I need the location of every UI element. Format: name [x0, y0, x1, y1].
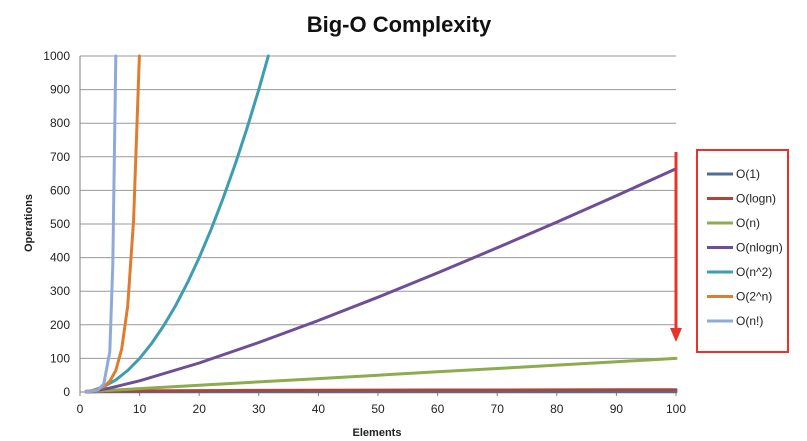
chart-title: Big-O Complexity	[307, 12, 492, 37]
x-tick-label: 20	[193, 402, 207, 416]
x-tick-label: 70	[491, 402, 505, 416]
x-axis-title: Elements	[353, 427, 402, 439]
series-line-o-n	[84, 356, 678, 394]
red-arrow-head	[670, 328, 682, 342]
grid-lines	[80, 55, 676, 359]
x-tick-label: 10	[133, 402, 147, 416]
legend-box	[696, 149, 789, 353]
legend-label: O(1)	[736, 167, 760, 181]
x-tick-label: 80	[550, 402, 564, 416]
y-axis-title: Operations	[23, 194, 35, 252]
legend-label: O(n!)	[736, 314, 763, 328]
y-tick-label: 400	[50, 251, 70, 265]
y-tick-label: 200	[50, 318, 70, 332]
series-line-o-nlogn	[84, 167, 678, 394]
x-tick-label: 100	[666, 402, 686, 416]
y-tick-label: 800	[50, 116, 70, 130]
legend-label: O(2^n)	[736, 290, 772, 304]
y-tick-label: 600	[50, 183, 70, 197]
legend-label: O(n^2)	[736, 265, 772, 279]
y-tick-label: 0	[63, 385, 70, 399]
x-tick-label: 0	[77, 402, 84, 416]
x-tick-label: 90	[610, 402, 624, 416]
y-tick-label: 900	[50, 83, 70, 97]
legend-label: O(nlogn)	[736, 241, 783, 255]
x-tick-label: 40	[312, 402, 326, 416]
y-tick-label: 1000	[43, 49, 70, 63]
legend: O(1) O(logn) O(n) O(nlogn) O(n^2) O(2^n) O(n!)	[696, 149, 789, 353]
legend-label: O(n)	[736, 216, 760, 230]
y-tick-label: 700	[50, 150, 70, 164]
series-line-o-n	[84, 54, 118, 394]
x-tick-label: 50	[371, 402, 385, 416]
x-tick-labels: 0 10 20 30 40 50 60 70 80 90 100	[77, 392, 686, 416]
y-tick-labels: 0 100 200 300 400 500 600 700 800 900 1000	[43, 49, 70, 399]
series-lines	[84, 54, 678, 394]
x-tick-label: 30	[252, 402, 266, 416]
x-tick-label: 60	[431, 402, 445, 416]
red-arrow-annotation	[670, 152, 682, 342]
y-tick-label: 100	[50, 351, 70, 365]
legend-label: O(logn)	[736, 192, 776, 206]
y-tick-label: 500	[50, 217, 70, 231]
y-tick-label: 300	[50, 284, 70, 298]
series-line-o-n-2	[84, 54, 270, 394]
